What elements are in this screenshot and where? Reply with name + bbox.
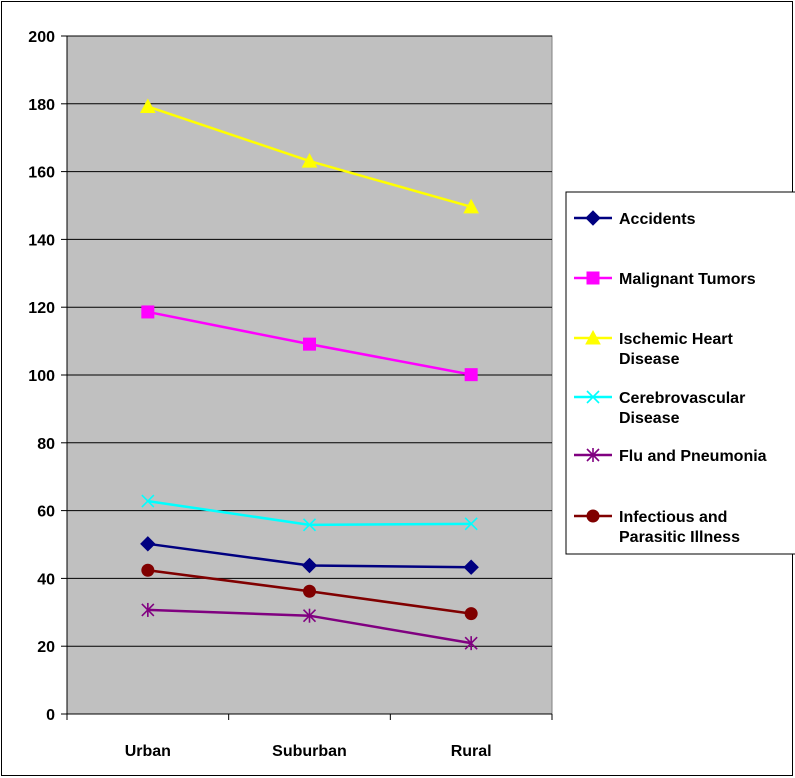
data-point — [463, 559, 479, 575]
data-point — [141, 494, 155, 508]
y-tick-label: 0 — [46, 707, 55, 724]
legend-marker — [586, 509, 600, 523]
data-point — [463, 198, 480, 214]
x-tick-label: Suburban — [272, 743, 347, 760]
data-point — [464, 636, 478, 651]
legend-entry: Malignant Tumors — [574, 271, 756, 288]
series-3 — [141, 494, 478, 532]
y-tick-label: 200 — [28, 29, 55, 46]
data-point — [303, 584, 316, 598]
y-tick-label: 60 — [37, 504, 55, 521]
y-tick-label: 140 — [28, 232, 55, 249]
legend-label: Cerebrovascular Disease — [619, 390, 745, 427]
data-point — [139, 98, 156, 114]
data-point — [301, 557, 318, 574]
y-tick-label: 100 — [28, 368, 55, 385]
legend-marker — [586, 448, 600, 462]
legend-marker — [586, 390, 600, 404]
data-point — [464, 607, 478, 621]
legend-label: Accidents — [619, 211, 696, 228]
y-tick-label: 160 — [28, 165, 55, 182]
legend-entry: Cerebrovascular Disease — [574, 390, 745, 427]
legend-box — [565, 191, 795, 555]
legend-marker — [586, 271, 600, 285]
legend-marker — [585, 329, 601, 345]
data-point — [464, 368, 478, 382]
legend: Accidents Malignant Tumors Ischemic Heart D… — [565, 191, 795, 555]
data-point — [302, 608, 317, 623]
y-axis-ticks: 0 20 40 60 80 100 120 140 160 180 200 — [28, 29, 67, 724]
y-tick-label: 80 — [37, 436, 55, 453]
legend-label: Infectious and Parasitic Illness — [619, 509, 740, 546]
series-2 — [139, 98, 480, 214]
legend-entry: Flu and Pneumonia — [574, 448, 767, 465]
y-tick-label: 120 — [28, 300, 55, 317]
y-tick-label: 180 — [28, 97, 55, 114]
data-point — [140, 536, 156, 552]
series-0 — [140, 536, 479, 575]
data-point — [141, 602, 155, 617]
legend-label: Ischemic Heart Disease — [619, 331, 734, 368]
series-5 — [141, 563, 478, 621]
data-point — [302, 518, 317, 532]
legend-entry: Accidents — [574, 210, 696, 228]
legend-label: Malignant Tumors — [619, 271, 756, 288]
x-axis-ticks: Urban Suburban Rural — [66, 714, 553, 760]
data-point — [141, 305, 155, 319]
series-1 — [141, 305, 478, 382]
series-group — [139, 98, 480, 651]
y-tick-label: 40 — [37, 571, 55, 588]
legend-marker — [585, 210, 601, 226]
data-point — [464, 517, 478, 531]
data-point — [303, 337, 316, 351]
legend-entry: Ischemic Heart Disease — [574, 329, 734, 368]
legend-entry: Infectious and Parasitic Illness — [574, 509, 740, 546]
y-tick-label: 20 — [37, 639, 55, 656]
legend-label: Flu and Pneumonia — [619, 448, 767, 465]
x-tick-label: Urban — [125, 743, 171, 760]
series-4 — [141, 602, 478, 651]
data-point — [141, 563, 155, 577]
data-point — [301, 153, 318, 168]
x-tick-label: Rural — [451, 743, 492, 760]
